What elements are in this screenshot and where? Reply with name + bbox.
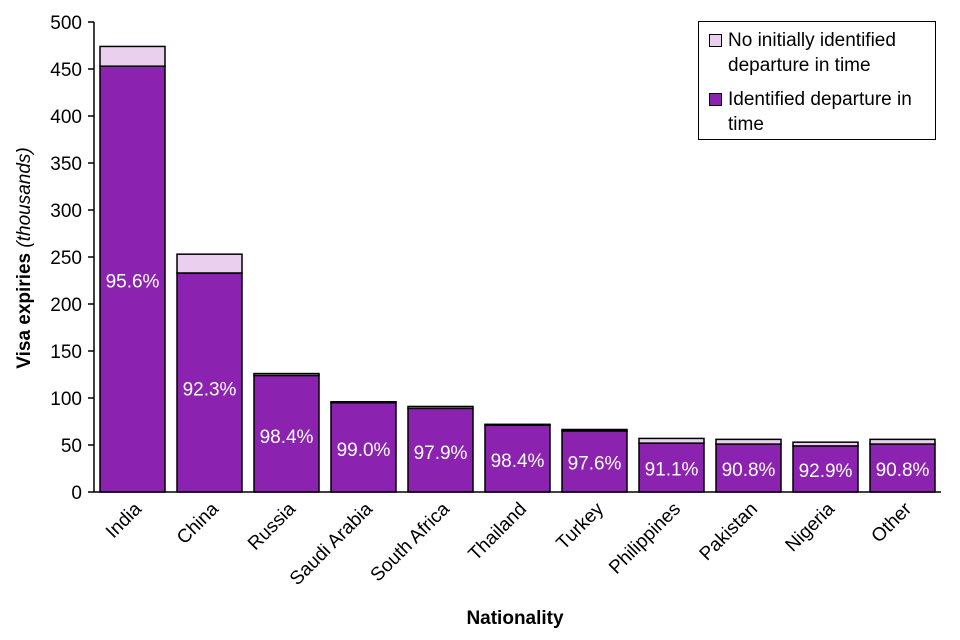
bar-data-label: 98.4% (491, 451, 545, 472)
x-tick-label: South Africa (367, 498, 455, 586)
bar-segment-not-identified (330, 401, 397, 404)
bar-segment-identified (330, 401, 397, 493)
bar-data-labels: 95.6% 92.3% 98.4% 99.0% 97.9% 98.4% 97.6% 91.1%… (106, 272, 930, 482)
y-tick-label: 500 (50, 13, 82, 34)
bar-group (715, 438, 782, 493)
bar-segment-identified (638, 442, 705, 493)
legend-swatch-departure (709, 93, 722, 106)
bar-segment-identified (253, 374, 320, 493)
bar-data-label: 97.6% (568, 454, 622, 475)
bar-segment-not-identified (638, 437, 705, 444)
x-tick-label: Saudi Arabia (286, 498, 377, 589)
y-tick-label: 200 (50, 295, 82, 316)
x-tick-label: India (102, 498, 146, 542)
bar-segment-not-identified (407, 405, 474, 410)
y-tick-label: 300 (50, 201, 82, 222)
x-tick-label: Other (868, 498, 917, 547)
bar-segment-identified (176, 272, 243, 493)
legend-swatch-no-departure (709, 34, 722, 47)
y-tick-label: 450 (50, 60, 82, 81)
bar-segment-not-identified (792, 441, 859, 447)
bar-group (253, 372, 320, 493)
bar-segment-not-identified (484, 423, 551, 427)
y-axis-title-unit: (thousands) (14, 147, 35, 247)
bar-segment-not-identified (561, 428, 628, 432)
bars (99, 45, 936, 493)
bar-group (176, 253, 243, 493)
bar-group (484, 423, 551, 493)
bar-data-label: 92.9% (799, 461, 853, 482)
bar-data-label: 95.6% (106, 272, 160, 293)
y-axis-title-main: Visa expiries (14, 253, 35, 369)
x-axis-title: Nationality (466, 608, 564, 629)
y-tick-label: 150 (50, 342, 82, 363)
x-tick-label: Russia (244, 498, 300, 554)
x-tick-label: Pakistan (696, 499, 762, 565)
bar-data-label: 97.9% (414, 443, 468, 464)
x-tick-label: China (173, 498, 223, 548)
bar-segment-identified (484, 424, 551, 493)
bar-segment-not-identified (99, 45, 166, 67)
y-tick-label: 350 (50, 154, 82, 175)
legend-item-no-departure: No initially identified departure in tim… (709, 28, 928, 78)
y-axis-title: Visa expiries (thousands) (14, 147, 35, 368)
x-tick-label: Philippines (605, 499, 685, 579)
y-axis: 0 50 100 150 200 250 300 350 400 450 500 (50, 13, 95, 504)
y-tick-label: 0 (71, 483, 82, 504)
legend-item-departure: Identified departure in time (709, 87, 928, 137)
bar-segment-not-identified (176, 253, 243, 274)
bar-data-label: 91.1% (645, 460, 699, 481)
bar-group (638, 437, 705, 493)
bar-segment-not-identified (869, 438, 936, 445)
y-tick-label: 250 (50, 248, 82, 269)
bar-data-label: 98.4% (260, 427, 314, 448)
legend-label-no-departure: No initially identified departure in tim… (728, 30, 896, 76)
bar-group (869, 438, 936, 493)
bar-segment-identified (99, 65, 166, 493)
x-tick-label: Thailand (465, 499, 531, 565)
bar-data-label: 90.8% (876, 460, 930, 481)
bar-segment-identified (715, 443, 782, 493)
bar-group (792, 441, 859, 493)
bar-data-label: 99.0% (337, 440, 391, 461)
legend: No initially identified departure in tim… (698, 21, 936, 140)
bar-group (561, 428, 628, 493)
bar-segment-not-identified (715, 438, 782, 445)
bar-data-label: 90.8% (722, 460, 776, 481)
x-tick-label: Turkey (553, 498, 609, 554)
bar-group (407, 405, 474, 493)
bar-group (99, 45, 166, 493)
x-tick-label: Nigeria (782, 498, 840, 556)
y-tick-label: 400 (50, 107, 82, 128)
y-tick-label: 100 (50, 389, 82, 410)
bar-segment-not-identified (253, 372, 320, 377)
bar-segment-identified (407, 407, 474, 493)
bar-segment-identified (869, 443, 936, 493)
y-tick-label: 50 (61, 436, 82, 457)
legend-label-departure: Identified departure in time (728, 89, 912, 135)
bar-group (330, 401, 397, 493)
bar-data-label: 92.3% (183, 380, 237, 401)
